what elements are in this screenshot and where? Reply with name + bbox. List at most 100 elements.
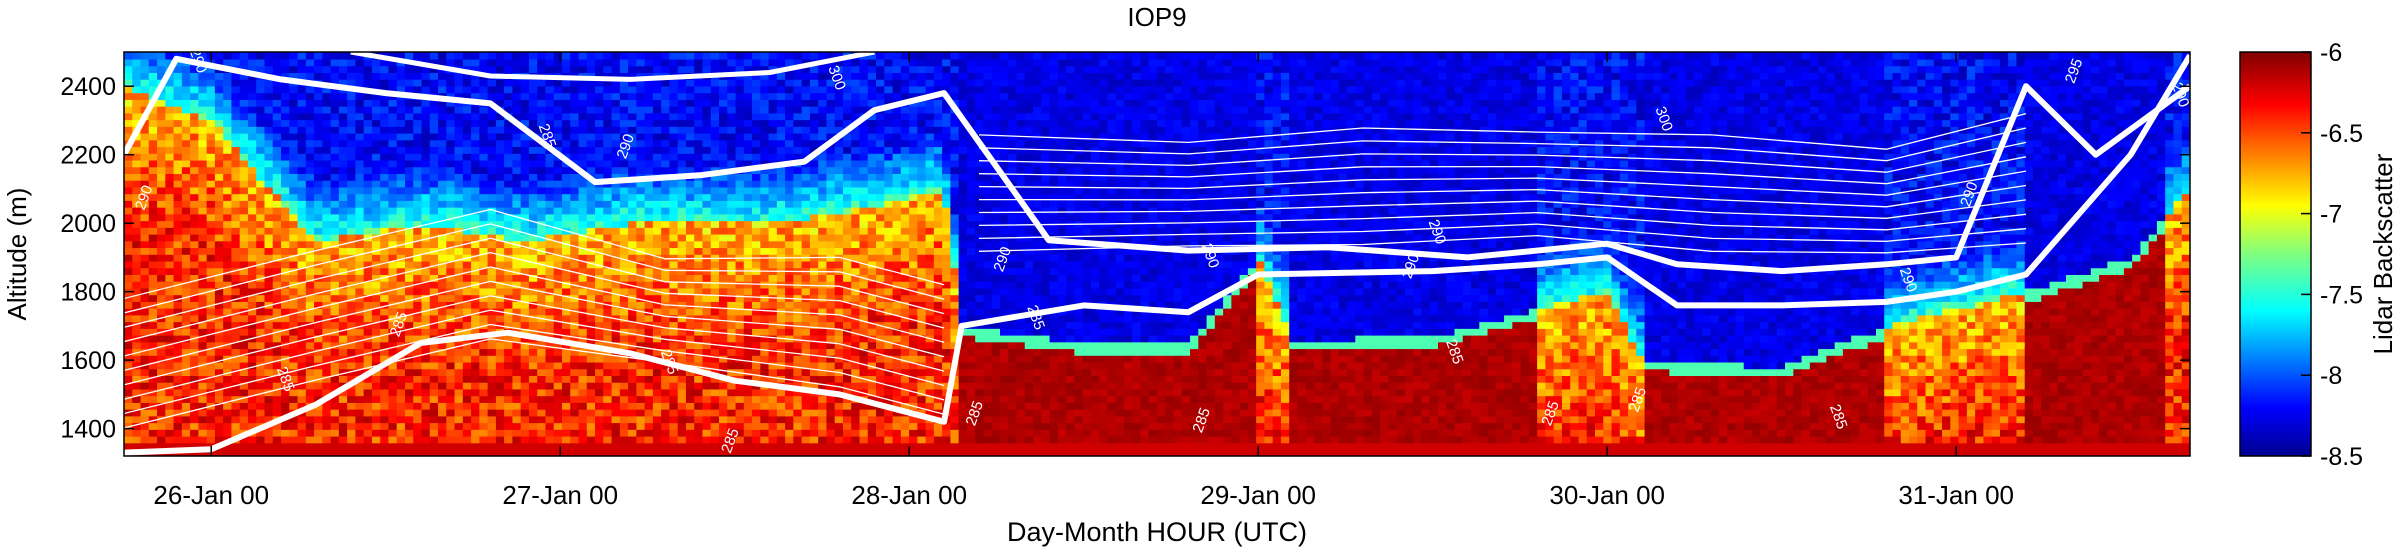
backscatter-cell (207, 261, 216, 269)
backscatter-cell (628, 166, 637, 174)
backscatter-cell (438, 254, 447, 262)
backscatter-cell (471, 187, 480, 195)
backscatter-cell (364, 342, 373, 350)
backscatter-cell (719, 200, 728, 208)
backscatter-cell (595, 119, 604, 127)
backscatter-cell (471, 416, 480, 424)
backscatter-cell (653, 382, 662, 390)
backscatter-cell (521, 166, 530, 174)
backscatter-cell (570, 193, 579, 201)
backscatter-cell (603, 294, 612, 302)
backscatter-cell (752, 294, 761, 302)
backscatter-cell (587, 140, 596, 148)
backscatter-cell (413, 140, 422, 148)
backscatter-cell (174, 166, 183, 174)
backscatter-cell (397, 422, 406, 430)
backscatter-cell (521, 416, 530, 424)
backscatter-cell (562, 355, 571, 363)
backscatter-cell (744, 362, 753, 370)
backscatter-cell (595, 436, 604, 444)
backscatter-cell (496, 187, 505, 195)
backscatter-cell (702, 389, 711, 397)
backscatter-cell (595, 294, 604, 302)
backscatter-cell (777, 140, 786, 148)
backscatter-cell (694, 140, 703, 148)
backscatter-cell (752, 328, 761, 336)
backscatter-cell (124, 99, 133, 107)
backscatter-cell (653, 86, 662, 94)
backscatter-cell (413, 52, 422, 60)
backscatter-cell (207, 153, 216, 161)
backscatter-cell (165, 436, 174, 444)
backscatter-cell (264, 281, 273, 289)
backscatter-cell (769, 328, 778, 336)
backscatter-cell (397, 382, 406, 390)
backscatter-cell (479, 274, 488, 282)
backscatter-cell (231, 416, 240, 424)
backscatter-cell (669, 227, 678, 235)
backscatter-cell (248, 207, 257, 215)
backscatter-cell (298, 207, 307, 215)
backscatter-cell (405, 180, 414, 188)
backscatter-cell (496, 86, 505, 94)
backscatter-cell (314, 92, 323, 100)
backscatter-cell (132, 368, 141, 376)
backscatter-cell (182, 342, 191, 350)
backscatter-cell (298, 375, 307, 383)
backscatter-cell (207, 86, 216, 94)
backscatter-cell (306, 166, 315, 174)
backscatter-cell (413, 99, 422, 107)
backscatter-cell (612, 119, 621, 127)
backscatter-cell (471, 160, 480, 168)
backscatter-cell (521, 409, 530, 417)
backscatter-cell (413, 382, 422, 390)
backscatter-cell (339, 443, 348, 451)
backscatter-cell (438, 409, 447, 417)
backscatter-cell (711, 160, 720, 168)
backscatter-cell (554, 86, 563, 94)
backscatter-cell (736, 402, 745, 410)
backscatter-cell (653, 187, 662, 195)
backscatter-cell (355, 342, 364, 350)
backscatter-cell (149, 214, 158, 222)
backscatter-cell (769, 187, 778, 195)
backscatter-cell (545, 106, 554, 114)
backscatter-cell (182, 106, 191, 114)
backscatter-cell (603, 281, 612, 289)
backscatter-cell (298, 153, 307, 161)
backscatter-cell (793, 348, 802, 356)
backscatter-cell (256, 395, 265, 403)
backscatter-cell (273, 146, 282, 154)
backscatter-cell (595, 146, 604, 154)
backscatter-cell (422, 301, 431, 309)
backscatter-cell (240, 187, 249, 195)
backscatter-cell (289, 193, 298, 201)
backscatter-cell (760, 261, 769, 269)
backscatter-cell (545, 65, 554, 73)
backscatter-cell (727, 126, 736, 134)
backscatter-cell (802, 180, 811, 188)
backscatter-cell (405, 422, 414, 430)
backscatter-cell (240, 52, 249, 60)
backscatter-cell (422, 214, 431, 222)
backscatter-cell (579, 99, 588, 107)
backscatter-cell (446, 193, 455, 201)
backscatter-cell (736, 86, 745, 94)
backscatter-cell (744, 281, 753, 289)
backscatter-cell (289, 214, 298, 222)
backscatter-cell (306, 193, 315, 201)
backscatter-cell (595, 281, 604, 289)
backscatter-cell (636, 375, 645, 383)
backscatter-cell (777, 429, 786, 437)
backscatter-cell (562, 362, 571, 370)
backscatter-cell (405, 443, 414, 451)
backscatter-cell (702, 220, 711, 228)
backscatter-cell (744, 126, 753, 134)
backscatter-cell (190, 342, 199, 350)
backscatter-cell (471, 234, 480, 242)
backscatter-cell (537, 65, 546, 73)
backscatter-cell (645, 200, 654, 208)
backscatter-cell (207, 119, 216, 127)
backscatter-cell (347, 335, 356, 343)
backscatter-cell (769, 173, 778, 181)
